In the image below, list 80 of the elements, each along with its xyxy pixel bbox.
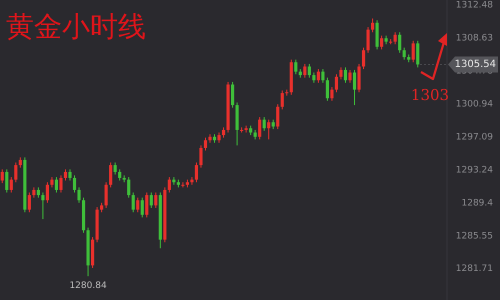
candlestick — [272, 119, 275, 130]
candlestick — [222, 126, 226, 138]
candlestick — [46, 182, 49, 204]
annotation: 1303 — [410, 86, 450, 104]
candlestick — [204, 137, 208, 152]
candlestick — [150, 192, 153, 208]
candlestick — [280, 90, 284, 110]
candlestick — [412, 40, 415, 63]
candlestick — [140, 197, 144, 218]
candlestick — [50, 176, 54, 188]
candlestick — [32, 186, 36, 198]
candlestick — [104, 182, 108, 208]
chart-title: 黄金小时线 — [6, 10, 146, 43]
candlestick — [77, 186, 81, 204]
candlestick — [339, 66, 343, 80]
annotation: 1280.84 — [69, 281, 107, 292]
candlestick — [145, 192, 148, 218]
candlestick — [276, 104, 280, 130]
y-tick-label: 1300.94 — [456, 99, 494, 110]
candlestick — [249, 125, 252, 136]
y-tick-label: 1285.55 — [456, 231, 493, 242]
candlestick — [366, 26, 370, 54]
candlestick — [5, 168, 8, 194]
y-tick-label: 1289.4 — [462, 198, 494, 208]
candlestick — [127, 176, 130, 198]
candlestick — [64, 168, 68, 182]
candlestick — [267, 119, 270, 140]
candlestick — [402, 47, 406, 60]
candlestick — [118, 168, 122, 182]
candlestick — [344, 66, 348, 84]
candlestick — [14, 162, 18, 183]
candlestick — [316, 68, 320, 84]
candlestick — [72, 174, 76, 194]
candlestick — [334, 74, 338, 93]
candlestick — [321, 68, 324, 84]
ref-line-label: 1305.54 — [454, 59, 496, 70]
candlestick — [68, 168, 72, 182]
candlestick — [330, 86, 334, 102]
candlestick — [362, 47, 366, 70]
y-tick-label: 1312.48 — [456, 0, 494, 10]
candlestick — [254, 129, 257, 140]
candlestick — [154, 192, 158, 208]
candlestick — [109, 162, 112, 188]
candlestick — [398, 32, 402, 54]
candlestick — [0, 168, 4, 184]
candlestick — [231, 81, 234, 108]
candlestick — [357, 63, 361, 93]
candlestick — [262, 116, 266, 132]
candlestick — [114, 162, 117, 176]
candlestick — [132, 192, 135, 213]
candlestick — [194, 162, 198, 183]
y-tick-label: 1308.63 — [456, 33, 493, 44]
ref-line: 1305.54 — [420, 56, 498, 72]
candlestick — [28, 192, 31, 213]
y-tick-label: 1281.71 — [456, 264, 493, 274]
candlestick — [376, 20, 379, 50]
candlestick — [258, 116, 262, 140]
candlestick — [59, 174, 63, 194]
candlestick — [303, 63, 306, 78]
candlestick — [416, 40, 420, 68]
candlestick — [380, 35, 384, 50]
candlestick — [394, 32, 397, 45]
y-tick-label: 1293.24 — [456, 165, 494, 176]
candlestick — [326, 77, 329, 102]
candlestick — [10, 176, 13, 194]
y-tick-label: 1297.09 — [456, 132, 494, 142]
candlestick — [308, 63, 311, 78]
candlestick — [41, 192, 44, 220]
candlestick — [136, 197, 140, 213]
candlestick — [18, 156, 22, 168]
candlestick — [217, 132, 221, 144]
candlestick — [294, 59, 298, 75]
candlestick — [54, 176, 58, 194]
candlestick — [348, 69, 352, 84]
candlestick — [352, 69, 356, 106]
candlestick — [168, 176, 171, 194]
candlestick — [371, 18, 374, 33]
candlestick — [312, 72, 316, 84]
candlestick — [199, 144, 203, 168]
candlestick — [36, 186, 40, 198]
